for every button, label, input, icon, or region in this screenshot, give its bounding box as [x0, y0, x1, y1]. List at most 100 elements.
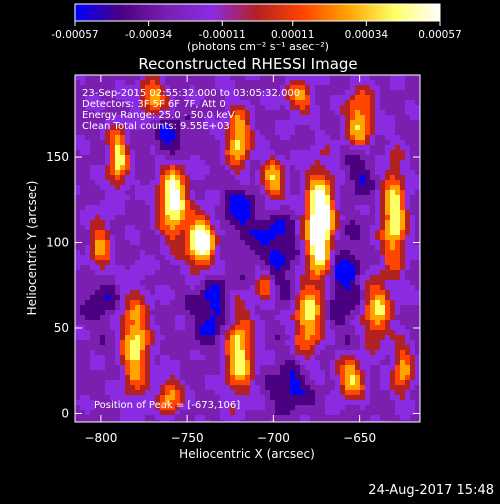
heatmap-cell [285, 145, 290, 150]
heatmap-cell [170, 275, 175, 280]
heatmap-cell [110, 405, 115, 410]
heatmap-cell [385, 320, 390, 325]
heatmap-cell [225, 275, 230, 280]
heatmap-cell [285, 340, 290, 345]
heatmap-cell [190, 365, 195, 370]
heatmap-cell [335, 185, 340, 190]
heatmap-cell [355, 185, 360, 190]
heatmap-cell [215, 115, 220, 120]
heatmap-cell [90, 365, 95, 370]
heatmap-cell [280, 330, 285, 335]
heatmap-cell [370, 325, 375, 330]
heatmap-cell [140, 185, 145, 190]
heatmap-cell [370, 315, 375, 320]
heatmap-cell [200, 405, 205, 410]
heatmap-cell [200, 195, 205, 200]
heatmap-cell [105, 140, 110, 145]
heatmap-cell [120, 415, 125, 420]
heatmap-cell [380, 160, 385, 165]
heatmap-cell [315, 140, 320, 145]
heatmap-cell [80, 410, 85, 415]
heatmap-cell [190, 110, 195, 115]
heatmap-cell [175, 185, 180, 190]
heatmap-cell [80, 245, 85, 250]
heatmap-cell [370, 90, 375, 95]
heatmap-cell [140, 110, 145, 115]
heatmap-cell [305, 115, 310, 120]
heatmap-cell [240, 360, 245, 365]
heatmap-cell [330, 130, 335, 135]
heatmap-cell [95, 415, 100, 420]
heatmap-cell [225, 135, 230, 140]
heatmap-cell [215, 255, 220, 260]
heatmap-cell [180, 275, 185, 280]
heatmap-cell [320, 120, 325, 125]
heatmap-cell [105, 85, 110, 90]
heatmap-cell [280, 100, 285, 105]
heatmap-cell [385, 200, 390, 205]
heatmap-cell [310, 290, 315, 295]
heatmap-cell [190, 160, 195, 165]
heatmap-cell [385, 350, 390, 355]
heatmap-cell [375, 305, 380, 310]
heatmap-cell [185, 140, 190, 145]
heatmap-cell [370, 120, 375, 125]
heatmap-cell [160, 190, 165, 195]
heatmap-cell [225, 85, 230, 90]
heatmap-cell [330, 275, 335, 280]
heatmap-cell [285, 350, 290, 355]
heatmap-cell [120, 355, 125, 360]
heatmap-cell [180, 305, 185, 310]
heatmap-cell [275, 335, 280, 340]
heatmap-cell [310, 410, 315, 415]
heatmap-cell [415, 110, 420, 115]
heatmap-cell [360, 105, 365, 110]
heatmap-cell [370, 95, 375, 100]
heatmap-cell [135, 160, 140, 165]
heatmap-cell [115, 85, 120, 90]
heatmap-cell [105, 335, 110, 340]
heatmap-cell [185, 175, 190, 180]
heatmap-cell [280, 230, 285, 235]
heatmap-cell [145, 150, 150, 155]
heatmap-cell [265, 130, 270, 135]
heatmap-cell [155, 175, 160, 180]
heatmap-cell [220, 290, 225, 295]
heatmap-cell [320, 190, 325, 195]
heatmap-cell [180, 100, 185, 105]
heatmap-cell [285, 100, 290, 105]
heatmap-cell [405, 220, 410, 225]
heatmap-cell [230, 330, 235, 335]
heatmap-cell [290, 325, 295, 330]
heatmap-cell [75, 150, 80, 155]
heatmap-cell [150, 350, 155, 355]
heatmap-cell [95, 290, 100, 295]
heatmap-cell [160, 215, 165, 220]
heatmap-cell [200, 345, 205, 350]
heatmap-cell [145, 195, 150, 200]
x-tick-label: −750 [171, 431, 204, 445]
heatmap-cell [120, 90, 125, 95]
heatmap-cell [405, 80, 410, 85]
heatmap-cell [90, 210, 95, 215]
heatmap-cell [165, 300, 170, 305]
heatmap-cell [235, 390, 240, 395]
heatmap-cell [345, 215, 350, 220]
heatmap-cell [325, 75, 330, 80]
heatmap-cell [275, 360, 280, 365]
heatmap-cell [155, 285, 160, 290]
heatmap-cell [260, 85, 265, 90]
heatmap-cell [170, 135, 175, 140]
heatmap-cell [410, 190, 415, 195]
heatmap-cell [280, 260, 285, 265]
heatmap-cell [305, 220, 310, 225]
heatmap-cell [250, 295, 255, 300]
heatmap-cell [115, 300, 120, 305]
heatmap-cell [265, 110, 270, 115]
heatmap-cell [155, 405, 160, 410]
heatmap-cell [415, 225, 420, 230]
heatmap-cell [235, 140, 240, 145]
heatmap-cell [140, 215, 145, 220]
heatmap-cell [300, 310, 305, 315]
heatmap-cell [145, 85, 150, 90]
